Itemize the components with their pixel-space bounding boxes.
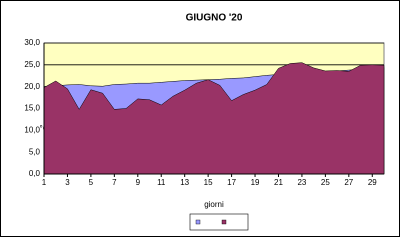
x-tick-label: 13	[180, 178, 189, 187]
y-tick-label: 10,0	[24, 125, 40, 134]
y-tick-label: 15,0	[24, 104, 40, 113]
y-tick-label: 0,0	[29, 169, 41, 178]
x-tick-label: 15	[204, 178, 213, 187]
y-tick-label: 5,0	[29, 147, 41, 156]
x-tick-label: 17	[227, 178, 236, 187]
x-tick-label: 3	[65, 178, 70, 187]
legend-box	[189, 213, 249, 231]
chart-title: GIUGNO '20	[186, 13, 243, 24]
y-tick-label: 20,0	[24, 82, 40, 91]
x-tick-label: 21	[274, 178, 283, 187]
x-tick-label: 7	[112, 178, 117, 187]
x-tick-label: 9	[136, 178, 141, 187]
x-tick-label: 27	[344, 178, 353, 187]
x-tick-label: 11	[157, 178, 166, 187]
x-tick-label: 5	[89, 178, 94, 187]
y-tick-label: 25,0	[24, 60, 40, 69]
x-tick-label: 19	[251, 178, 260, 187]
legend-swatch	[221, 219, 227, 225]
x-tick-label: 1	[42, 178, 47, 187]
y-tick-label: 30,0	[24, 38, 40, 47]
area	[43, 62, 385, 175]
x-axis-label: giorni	[204, 200, 224, 209]
x-tick-label: 29	[368, 178, 377, 187]
x-tick-label: 25	[321, 178, 330, 187]
x-tick-label: 23	[297, 178, 306, 187]
legend-swatch	[195, 219, 201, 225]
